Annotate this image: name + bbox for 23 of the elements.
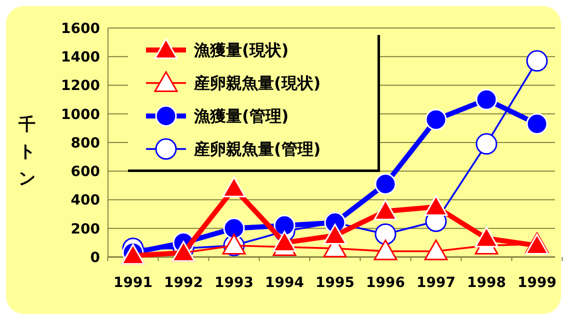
x-tick-label: 1993 [214,275,254,291]
y-tick-label: 600 [70,164,100,180]
y-tick-label: 1400 [61,50,100,66]
y-tick-label: 1000 [61,106,100,123]
y-tick-label: 1200 [61,78,100,94]
x-tick-label: 1997 [416,275,456,291]
x-tick-label: 1994 [265,275,304,291]
y-tick-label: 0 [90,250,100,266]
x-tick-label: 1998 [467,275,506,291]
x-tick-label: 1996 [366,275,405,291]
legend-label: 産卵親魚量(現状) [193,74,321,93]
x-tick-label: 1999 [518,275,556,291]
legend-label: 産卵親魚量(管理) [193,140,321,159]
y-axis-title: 千トン [18,115,36,189]
y-tick-label: 800 [70,135,100,152]
y-tick-label: 200 [70,221,100,238]
x-tick-label: 1992 [164,275,203,291]
y-tick-label: 1600 [61,20,100,37]
y-tick-label: 400 [70,192,100,209]
x-tick-label: 1995 [316,275,354,291]
legend-label: 漁獲量(管理) [193,106,289,126]
x-tick-label: 1991 [114,275,152,291]
legend-label: 漁獲量(現状) [193,40,289,60]
